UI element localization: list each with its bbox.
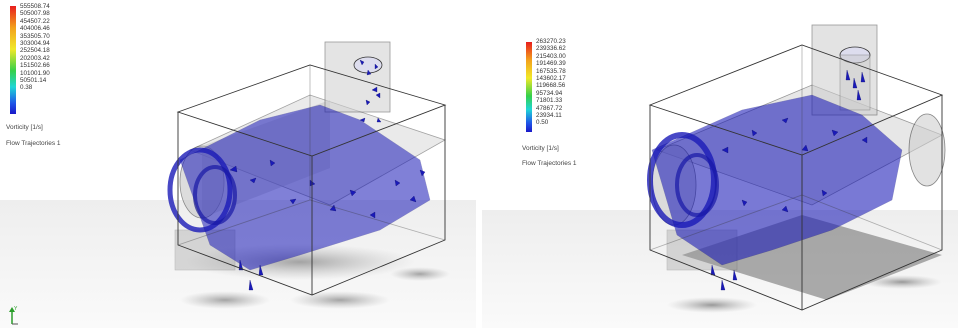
legend-tick: 151502.66 [20, 62, 50, 70]
legend-quantity: Vorticity [1/s] [6, 124, 43, 131]
right-model-view [482, 0, 958, 328]
triad-y-label: Y [14, 306, 18, 312]
plot-name: Flow Trajectories 1 [6, 140, 61, 147]
legend-tick: 143602.17 [536, 75, 566, 83]
legend-ticks: 263270.23 239336.62 215403.00 191469.39 … [536, 38, 566, 127]
legend-tick: 263270.23 [536, 38, 566, 45]
legend-tick: 454507.22 [20, 17, 50, 25]
legend-tick: 23934.11 [536, 112, 562, 120]
legend-tick: 404006.46 [20, 25, 50, 33]
legend-tick: 555508.74 [20, 3, 50, 10]
legend-tick: 167535.78 [536, 67, 566, 75]
legend-tick: 353505.70 [20, 32, 50, 40]
legend-tick: 50501.14 [20, 77, 47, 85]
legend-tick: 505007.98 [20, 10, 50, 18]
legend-tick: 101001.90 [20, 69, 50, 77]
domain-box [176, 64, 447, 296]
legend-tick: 202003.42 [20, 54, 50, 62]
left-viewport[interactable]: 555508.74 505007.98 454507.22 404006.46 … [0, 0, 476, 328]
legend-tick: 303004.94 [20, 40, 50, 48]
color-scale-bar [10, 6, 16, 114]
legend-quantity: Vorticity [1/s] [522, 145, 559, 152]
legend-tick: 252504.18 [20, 47, 50, 55]
legend-ticks: 555508.74 505007.98 454507.22 404006.46 … [20, 3, 50, 92]
legend-tick: 0.50 [536, 119, 549, 127]
legend-tick: 119668.56 [536, 82, 566, 90]
axis-triad-icon: Y [9, 306, 18, 325]
legend-tick: 215403.00 [536, 52, 566, 60]
arrows-cluster [167, 59, 431, 291]
legend-tick: 47867.72 [536, 104, 563, 112]
left-model-view [0, 0, 476, 328]
right-viewport[interactable]: 263270.23 239336.62 215403.00 191469.39 … [482, 0, 958, 328]
legend-tick: 0.38 [20, 84, 33, 92]
color-scale-bar [526, 42, 532, 132]
plot-name: Flow Trajectories 1 [522, 160, 577, 167]
legend-tick: 191469.39 [536, 60, 566, 68]
legend-tick: 71801.33 [536, 97, 563, 105]
legend-tick: 95734.94 [536, 89, 563, 97]
domain-box [648, 44, 944, 311]
legend-tick: 239336.62 [536, 45, 566, 53]
